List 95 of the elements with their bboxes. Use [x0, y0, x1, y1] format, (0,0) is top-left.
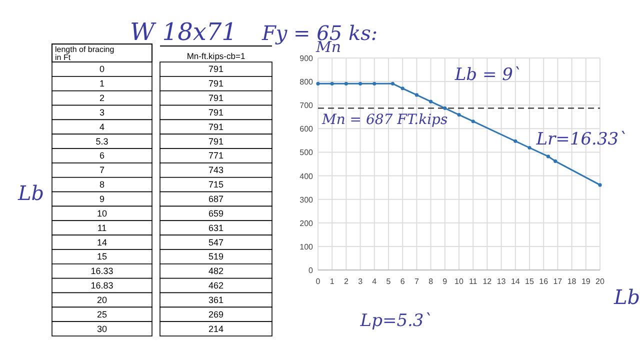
category-label: 20 [96, 294, 108, 305]
category-label: 10 [96, 208, 108, 218]
data-label: 791 [208, 64, 224, 74]
x-tick-label: 9 [442, 277, 448, 286]
category-label: 9 [99, 194, 105, 204]
x-tick-label: 2 [344, 277, 349, 286]
category-label: 14 [96, 237, 108, 248]
category-label: 3 [99, 107, 105, 118]
x-tick-label: 0 [316, 277, 321, 286]
x-tick-label: 18 [567, 277, 577, 286]
point [471, 120, 475, 124]
category-label: 0 [99, 64, 105, 74]
data-label: 659 [208, 208, 224, 218]
point [443, 106, 447, 110]
text: length of bracing in Ft [55, 45, 114, 62]
point [400, 86, 404, 90]
x-tick-label: 1 [330, 277, 335, 286]
data-label: 771 [208, 150, 224, 161]
x-tick-label: 15 [525, 277, 534, 286]
y-tick-label: 700 [300, 101, 314, 110]
x-tick-label: 16 [539, 277, 549, 286]
data-label: 743 [208, 165, 224, 176]
category-label: 15 [96, 252, 108, 262]
category-label: 8 [99, 180, 105, 190]
data-label: 687 [208, 194, 224, 204]
x-tick-label: 19 [581, 277, 591, 286]
x-tick-label: 14 [510, 277, 520, 286]
point [372, 82, 376, 86]
data-label: 214 [208, 324, 224, 334]
x-tick-label: 20 [596, 277, 605, 286]
point [330, 82, 334, 86]
category-label: 4 [99, 122, 105, 132]
point [546, 154, 550, 158]
y-tick-label: 300 [300, 195, 314, 204]
data-label: 791 [208, 78, 224, 89]
y-tick-label: 800 [300, 78, 314, 87]
point [457, 112, 461, 117]
text: W 18x71 [130, 18, 237, 46]
category-label: 11 [97, 222, 107, 233]
y-tick-label: 400 [300, 172, 314, 181]
data-label: 791 [208, 122, 224, 132]
text: Mn-ft.kips-cb=1 [186, 51, 246, 61]
category-label: 1 [99, 78, 105, 89]
category-label: 16.33 [90, 266, 114, 276]
y-tick-label: 200 [300, 218, 314, 228]
x-tick-label: 11 [468, 277, 478, 286]
category-label: 2 [99, 93, 105, 104]
x-tick-label: 7 [414, 277, 420, 286]
annotation: Lr=16.33` [535, 129, 628, 150]
data-label: 791 [208, 107, 224, 118]
x-axis-title: Lb [613, 285, 640, 309]
x-tick-label: 3 [358, 277, 364, 286]
x-tick-label: 17 [553, 277, 563, 286]
data-label: 715 [208, 180, 224, 190]
text: Lp=5.3` [359, 311, 432, 331]
annotation: Lb = 9` [454, 65, 522, 86]
point [414, 93, 418, 97]
x-tick-label: 6 [400, 277, 406, 286]
x-tick-label: 8 [428, 277, 434, 286]
point [528, 146, 532, 150]
data-label: 361 [208, 294, 224, 305]
point [358, 82, 362, 86]
point [514, 139, 518, 143]
text: Lb [17, 181, 44, 205]
ref-line-label: Mn = 687 FT.kips [321, 112, 448, 128]
data-label: 791 [208, 136, 224, 146]
data-label: 482 [208, 266, 224, 276]
y-tick-label: 500 [300, 148, 314, 158]
point [316, 82, 320, 86]
x-tick-label: 12 [482, 277, 492, 286]
x-tick-label: 13 [496, 277, 506, 286]
data-label: 547 [208, 237, 224, 248]
x-tick-label: 4 [372, 277, 378, 286]
data-label: 631 [208, 222, 224, 233]
x-tick-label: 5 [386, 277, 392, 286]
data-label: 462 [208, 280, 224, 291]
point [598, 183, 602, 187]
data-label: 791 [208, 93, 224, 104]
y-tick-label: 100 [300, 242, 314, 252]
category-label: 16.83 [90, 280, 114, 291]
data-label: 519 [208, 252, 224, 262]
category-label: 5.3 [96, 136, 108, 146]
category-label: 25 [96, 309, 108, 320]
y-tick-label: 0 [308, 266, 314, 275]
point [429, 100, 433, 104]
point [344, 82, 348, 86]
y-tick-label: 900 [300, 54, 314, 63]
category-label: 6 [99, 150, 105, 161]
x-tick-label: 10 [454, 277, 464, 286]
category-label: 30 [96, 324, 108, 334]
point [554, 159, 558, 163]
y-tick-label: 600 [300, 124, 314, 134]
category-label: 7 [99, 165, 105, 176]
data-label: 269 [208, 309, 224, 320]
point [390, 82, 395, 86]
